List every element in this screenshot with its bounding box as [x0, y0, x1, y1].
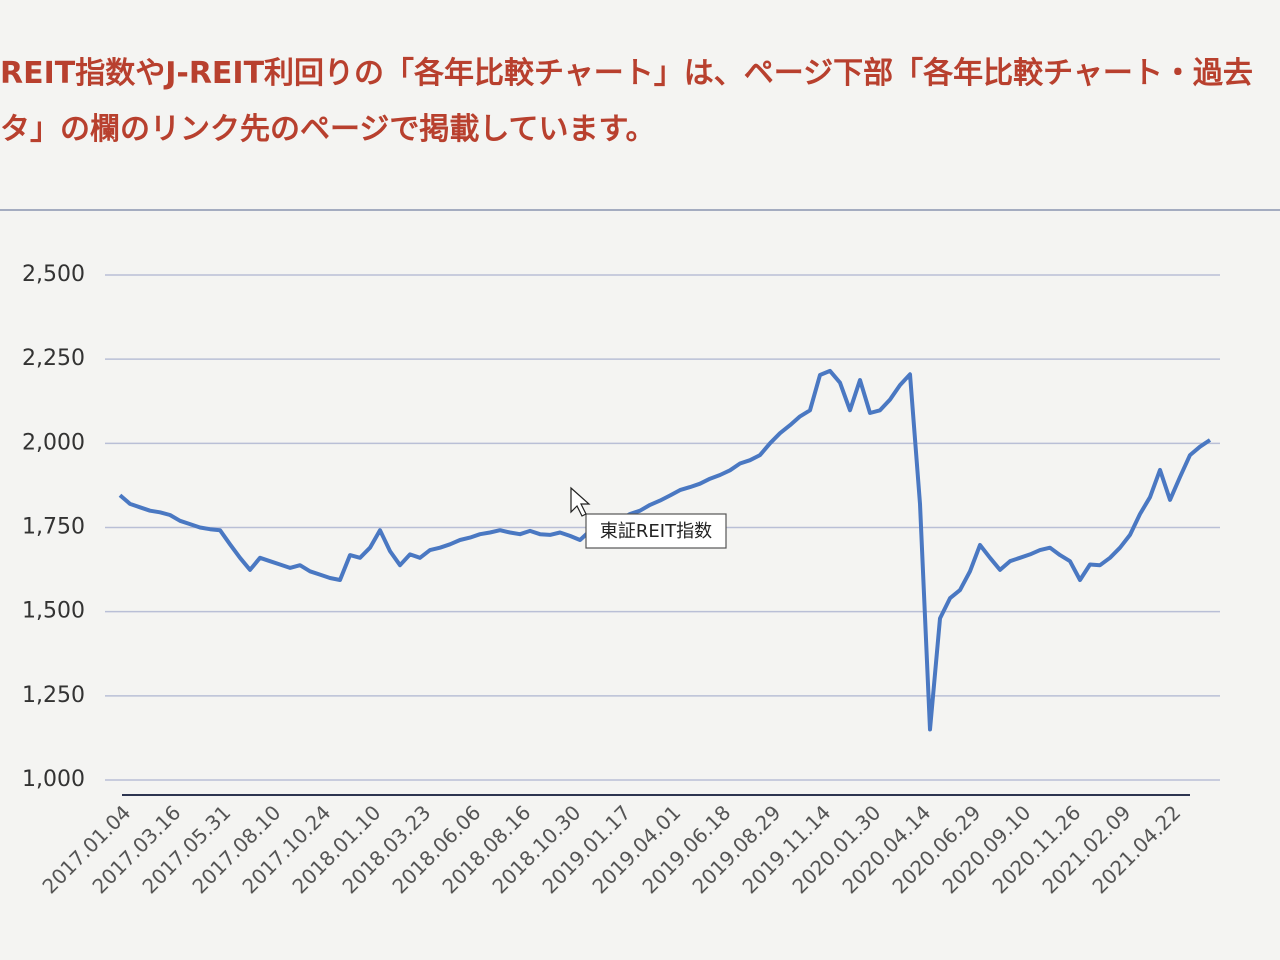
y-tick-label: 2,250	[22, 346, 85, 371]
data-line	[118, 368, 1212, 732]
tooltip-text: 東証REIT指数	[600, 521, 712, 542]
y-tick-label: 1,500	[22, 599, 85, 624]
tooltip-box	[585, 513, 727, 549]
header-line: タ」の欄のリンク先のページで掲載しています。	[0, 112, 656, 147]
y-tick-label: 1,000	[22, 767, 85, 792]
cursor	[570, 486, 591, 517]
y-tick-label: 2,000	[22, 430, 85, 455]
y-tick-label: 2,500	[22, 262, 85, 287]
header-line: REIT指数やJ-REIT利回りの「各年比較チャート」は、ページ下部「各年比較チ…	[0, 56, 1253, 91]
y-tick-label: 1,750	[22, 515, 85, 540]
y-tick-label: 1,250	[22, 683, 85, 708]
